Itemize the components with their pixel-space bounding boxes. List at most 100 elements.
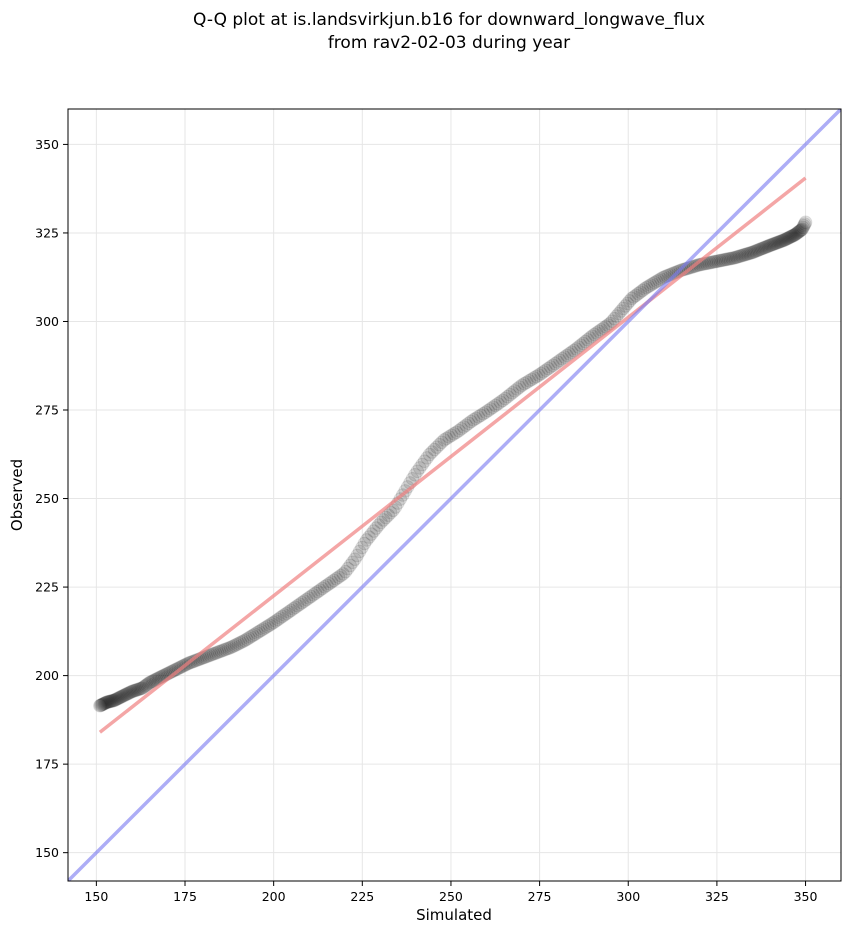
quantile-point (118, 688, 132, 702)
quantile-point (147, 673, 161, 688)
quantile-point (425, 445, 439, 459)
quantile-point (269, 614, 283, 628)
quantile-point (512, 380, 527, 394)
quantile-point (295, 595, 309, 610)
quantile-point (797, 218, 811, 233)
x-tick-label: 300 (616, 889, 640, 904)
quantile-point (415, 457, 429, 472)
quantile-point (459, 418, 473, 432)
quantile-point (201, 649, 215, 663)
quantile-point (746, 245, 760, 259)
quantile-point (383, 505, 398, 520)
quantile-point (541, 361, 556, 376)
quantile-point (493, 395, 508, 409)
y-tick-label: 250 (35, 491, 59, 506)
quantile-point (772, 235, 787, 249)
quantile-point (589, 326, 604, 340)
quantile-point (427, 442, 442, 457)
y-axis-label: Observed (8, 459, 26, 531)
quantile-point (797, 217, 812, 231)
quantile-point (605, 314, 620, 329)
quantile-point (555, 351, 570, 366)
quantile-point (111, 691, 126, 706)
quantile-point (789, 226, 804, 241)
quantile-point (779, 232, 793, 246)
quantile-point (105, 694, 119, 708)
quantile-point (273, 611, 287, 625)
quantile-point (371, 518, 386, 532)
y-tick-label: 350 (35, 137, 59, 152)
quantile-point (524, 372, 539, 387)
quantile-point (452, 423, 466, 438)
quantile-point (97, 696, 112, 711)
quantile-point (324, 575, 339, 589)
quantile-point (469, 411, 483, 426)
x-axis-label: Simulated (416, 906, 492, 924)
quantile-point (574, 338, 588, 353)
quantile-point (218, 642, 232, 657)
quantile-point (777, 233, 791, 247)
quantile-point (260, 619, 275, 634)
x-tick-label: 175 (173, 889, 197, 904)
quantile-point (708, 254, 722, 269)
quantile-point (740, 247, 755, 261)
quantile-point (290, 598, 305, 613)
quantile-point (210, 645, 225, 660)
quantile-point (141, 676, 155, 691)
quantile-point (726, 251, 741, 265)
quantile-point (562, 347, 577, 361)
quantile-point (439, 431, 454, 446)
quantile-point (281, 605, 296, 619)
quantile-point (301, 591, 316, 605)
quantile-point (471, 409, 486, 424)
quantile-point (235, 634, 250, 649)
quantile-point (432, 437, 447, 452)
quantile-point (149, 672, 164, 686)
quantile-point (286, 602, 300, 616)
quantile-point (758, 240, 773, 254)
quantile-point (762, 238, 777, 253)
quantile-point (713, 253, 728, 268)
quantile-point (546, 358, 560, 373)
quantile-point (96, 697, 111, 711)
quantile-point (410, 464, 425, 479)
quantile-point (587, 327, 602, 342)
quantile-point (456, 420, 471, 434)
quantile-point (381, 508, 396, 522)
quantile-point (466, 413, 481, 427)
quantile-point (781, 231, 796, 245)
quantile-point (336, 567, 350, 581)
quantile-point (304, 589, 318, 604)
x-tick-label: 225 (350, 889, 374, 904)
quantile-point (288, 600, 303, 615)
quantile-point (148, 673, 163, 687)
quantile-point (350, 548, 365, 563)
quantile-point (536, 365, 551, 379)
quantile-point (101, 695, 115, 709)
quantile-point (522, 374, 537, 388)
quantile-point (206, 647, 221, 661)
quantile-point (771, 235, 785, 250)
quantile-point (749, 244, 763, 258)
quantile-point (374, 515, 388, 530)
quantile-point (216, 643, 230, 658)
quantile-point (724, 251, 739, 266)
quantile-point (239, 632, 254, 647)
quantile-point (327, 573, 341, 588)
quantile-point (250, 626, 264, 640)
quantile-point (550, 355, 565, 369)
quantile-point (138, 679, 153, 693)
quantile-point (203, 648, 217, 663)
quantile-point (488, 398, 503, 413)
quantile-point (124, 685, 138, 699)
quantile-point (221, 641, 236, 655)
one-to-one-line (68, 109, 841, 881)
quantile-point (134, 681, 149, 696)
quantile-point (498, 391, 512, 406)
quantile-point (331, 570, 346, 584)
quantile-point (220, 642, 234, 656)
quantile-point (508, 384, 522, 398)
quantile-point (718, 252, 733, 267)
quantile-point (766, 237, 781, 251)
